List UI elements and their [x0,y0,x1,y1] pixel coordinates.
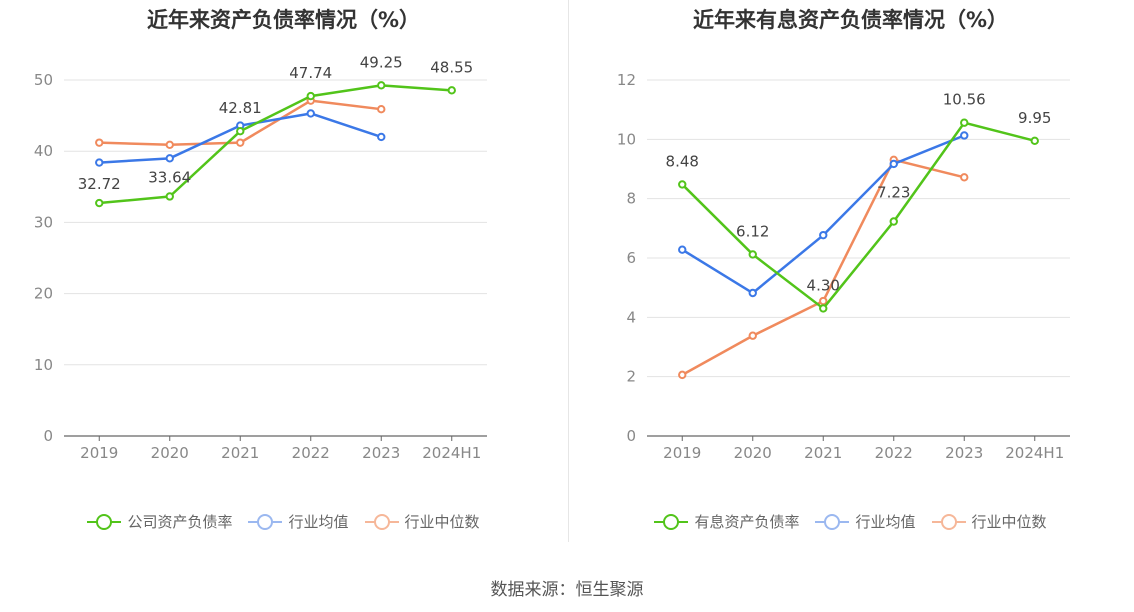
y-tick-label: 8 [626,190,636,208]
legend-swatch-icon [654,512,689,532]
y-tick-label: 30 [34,213,53,231]
legend-swatch-icon [815,512,850,532]
series-line-1 [681,134,965,295]
x-tick-label: 2021 [804,444,842,462]
data-point [306,109,315,118]
data-label: 9.95 [1018,109,1051,127]
chart-panel-debt-ratio: 近年来资产负债率情况（%） 0 10 20 30 40 50 2019 2020 2021 202… [0,0,567,560]
data-point [748,288,757,298]
data-label: 47.74 [289,64,332,82]
data-point [377,132,386,142]
y-tick-label: 40 [34,142,53,160]
x-tick-label: 2020 [151,444,189,462]
series-line-2 [681,158,965,376]
data-point [95,138,104,147]
legend: 公司资产负债率 行业均值 行业中位数 [0,511,567,532]
data-label: 33.64 [148,168,191,186]
legend-label: 行业中位数 [404,513,480,531]
legend-label: 行业均值 [855,513,916,531]
data-point [165,140,174,149]
y-tick-label: 2 [626,368,636,386]
data-point [678,245,687,254]
legend-label: 有息资产负债率 [694,513,800,531]
x-tick-label: 2024H1 [1005,444,1064,462]
data-point [1030,136,1039,146]
data-label: 4.30 [807,276,840,294]
data-point [165,154,174,163]
y-tick-label: 50 [34,71,53,89]
data-point [819,304,828,313]
panel-divider [568,0,569,542]
data-label: 48.55 [430,58,473,76]
data-point [678,370,687,380]
data-point [960,173,969,182]
data-point [377,81,386,90]
legend-item-company[interactable]: 公司资产负债率 [87,511,232,532]
data-point [960,131,969,140]
y-tick-label: 6 [626,249,636,267]
legend-swatch-icon [931,512,966,532]
x-tick-label: 2020 [734,444,772,462]
legend-label: 行业均值 [288,513,349,531]
y-tick-label: 0 [626,427,636,445]
data-label: 10.56 [943,91,986,109]
data-point [889,217,898,226]
legend-swatch-icon [364,512,399,532]
data-point [236,138,245,147]
legend-label: 公司资产负债率 [127,513,233,531]
data-label: 8.48 [666,152,699,170]
data-point [748,331,757,340]
data-point [95,198,104,208]
y-tick-label: 10 [34,356,53,374]
data-point [819,296,828,306]
data-source-note: 数据来源：恒生聚源 [490,580,644,600]
data-label: 49.25 [360,53,403,71]
y-tick-label: 10 [617,130,636,148]
data-point [819,230,828,240]
series-line-0 [681,121,1036,310]
data-point [889,159,898,169]
y-tick-label: 4 [626,308,636,326]
data-point [236,126,245,136]
legend-item-industry-median[interactable]: 行业中位数 [931,511,1047,532]
data-label: 6.12 [736,222,769,240]
legend: 有息资产负债率 行业均值 行业中位数 [567,511,1134,532]
data-point [960,118,969,127]
data-point [306,91,315,101]
legend-item-industry-mean[interactable]: 行业均值 [248,511,349,532]
y-tick-label: 12 [617,71,636,89]
line-chart-debt-ratio: 0 10 20 30 40 50 2019 2020 2021 2022 2023 2024H1 32.… [34,53,487,462]
x-tick-label: 2022 [875,444,913,462]
x-tick-label: 2024H1 [422,444,481,462]
data-point [678,180,687,189]
data-point [447,86,456,95]
series-line-1 [99,112,382,164]
legend-swatch-icon [87,512,122,532]
legend-item-industry-median[interactable]: 行业中位数 [364,511,480,532]
x-tick-label: 2019 [663,444,701,462]
x-tick-label: 2023 [945,444,983,462]
legend-swatch-icon [248,512,283,532]
data-point [748,250,757,259]
legend-label: 行业中位数 [971,513,1047,531]
data-label: 32.72 [78,175,121,193]
chart-title: 近年来有息资产负债率情况（%） [692,8,1009,32]
y-tick-label: 20 [34,285,53,303]
x-tick-label: 2021 [221,444,259,462]
data-label: 42.81 [219,99,262,117]
x-tick-label: 2019 [80,444,118,462]
x-tick-label: 2023 [362,444,400,462]
data-point [377,104,386,114]
series-line-0 [99,84,452,205]
data-point [165,192,174,201]
chart-panel-interest-debt-ratio: 近年来有息资产负债率情况（%） 0 2 4 6 8 10 12 2019 2020 2021 202… [567,0,1134,560]
line-chart-interest-debt-ratio: 0 2 4 6 8 10 12 2019 2020 2021 2022 2023 2024H1 8.48 6… [617,71,1070,462]
y-tick-label: 0 [43,427,53,445]
legend-item-industry-mean[interactable]: 行业均值 [815,511,916,532]
x-tick-label: 2022 [292,444,330,462]
data-label: 7.23 [877,184,910,202]
legend-item-company[interactable]: 有息资产负债率 [654,511,799,532]
data-point [95,158,104,167]
chart-title: 近年来资产负债率情况（%） [146,8,421,32]
